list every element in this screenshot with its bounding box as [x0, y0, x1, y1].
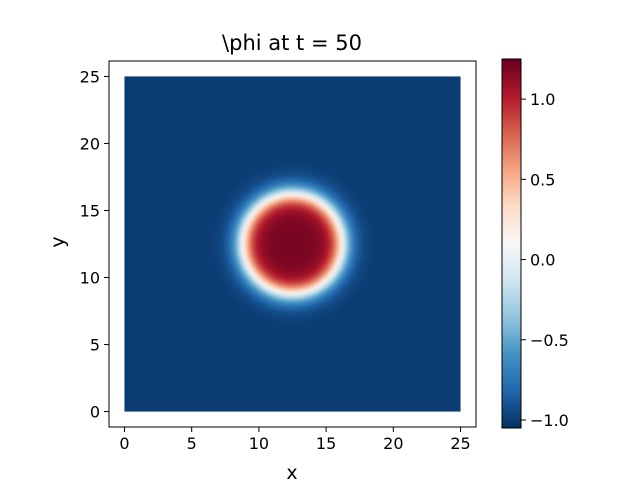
x-tick-label: 10 [249, 434, 269, 453]
y-tick-label: 5 [90, 336, 100, 355]
x-tick-label: 15 [316, 434, 336, 453]
y-tick-label: 25 [80, 67, 100, 86]
x-tick-label: 25 [450, 434, 470, 453]
colorbar-ticks: −1.0 −0.5 0.0 0.5 1.0 [521, 90, 569, 430]
colorbar-tick-label: −0.5 [530, 331, 569, 350]
colorbar-tick-label: 0.5 [530, 170, 555, 189]
x-tick-label: 5 [187, 434, 197, 453]
x-tick-label: 0 [119, 434, 129, 453]
colorbar-scale [502, 59, 521, 428]
y-tick-label: 0 [90, 403, 100, 422]
y-axis-label: y [47, 236, 69, 247]
colorbar: −1.0 −0.5 0.0 0.5 1.0 [501, 58, 569, 430]
plot-area [108, 60, 477, 428]
colorbar-frame [501, 58, 522, 429]
colorbar-tick-label: 1.0 [530, 90, 555, 109]
y-axis-ticks: 0 5 10 15 20 25 [80, 67, 109, 422]
colorbar-tick-label: 0.0 [530, 251, 555, 270]
x-axis-label: x [286, 462, 297, 480]
x-axis-ticks: 0 5 10 15 20 25 [119, 427, 471, 453]
phi-field [124, 76, 461, 412]
y-tick-label: 20 [80, 134, 100, 153]
colorbar-tick-label: −1.0 [530, 411, 569, 430]
x-tick-label: 20 [383, 434, 403, 453]
axes-frame [108, 60, 477, 428]
chart-title: \phi at t = 50 [222, 31, 362, 55]
y-tick-label: 15 [80, 201, 100, 220]
y-tick-label: 10 [80, 269, 100, 288]
